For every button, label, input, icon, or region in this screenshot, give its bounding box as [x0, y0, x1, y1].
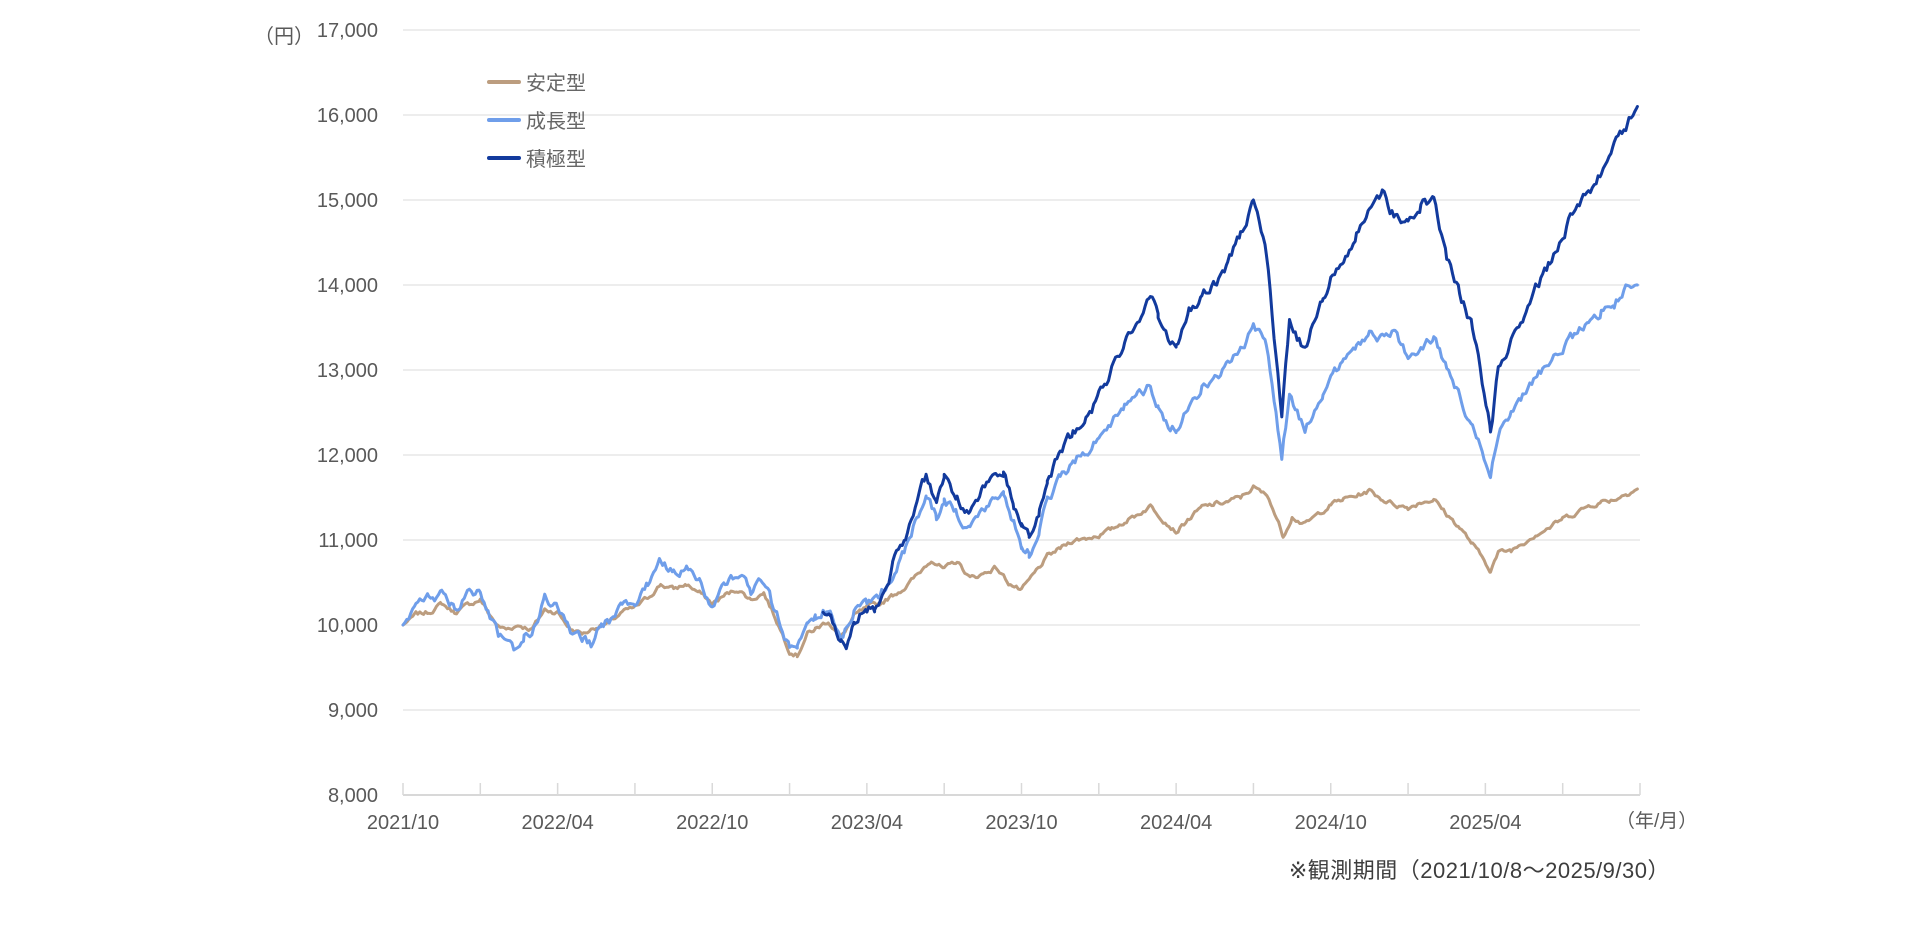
- svg-text:8,000: 8,000: [328, 785, 378, 807]
- svg-text:2022/10: 2022/10: [676, 812, 748, 834]
- svg-text:16,000: 16,000: [317, 105, 378, 127]
- svg-text:15,000: 15,000: [317, 190, 378, 212]
- antei-line-swatch-icon: [487, 79, 521, 84]
- svg-text:2025/04: 2025/04: [1449, 812, 1521, 834]
- observation-period-note: ※観測期間（2021/10/8～2025/9/30）: [1288, 858, 1670, 883]
- svg-text:2023/10: 2023/10: [985, 812, 1057, 834]
- legend-item-sekkyoku: 積極型: [487, 145, 586, 171]
- svg-text:10,000: 10,000: [317, 615, 378, 637]
- legend-label: 積極型: [526, 149, 586, 171]
- legend-item-seichou: 成長型: [487, 107, 586, 133]
- sekkyoku-line-swatch-icon: [487, 155, 521, 160]
- seichou-line-swatch-icon: [487, 117, 521, 122]
- svg-text:2023/04: 2023/04: [831, 812, 903, 834]
- svg-text:12,000: 12,000: [317, 445, 378, 467]
- x-axis-unit-label: （年/月）: [1616, 811, 1698, 832]
- svg-text:11,000: 11,000: [318, 530, 378, 552]
- svg-text:13,000: 13,000: [317, 360, 378, 382]
- legend-item-antei: 安定型: [487, 69, 586, 95]
- svg-text:2021/10: 2021/10: [367, 812, 439, 834]
- chart-legend: 安定型 成長型 積極型: [487, 69, 586, 171]
- svg-text:2022/04: 2022/04: [521, 812, 593, 834]
- svg-text:17,000: 17,000: [317, 20, 378, 42]
- legend-label: 安定型: [526, 73, 586, 95]
- svg-text:9,000: 9,000: [328, 700, 378, 722]
- legend-label: 成長型: [526, 111, 586, 133]
- svg-text:2024/04: 2024/04: [1140, 812, 1212, 834]
- y-axis-unit-label: （円）: [254, 26, 314, 48]
- svg-text:14,000: 14,000: [317, 275, 378, 297]
- svg-text:2024/10: 2024/10: [1295, 812, 1367, 834]
